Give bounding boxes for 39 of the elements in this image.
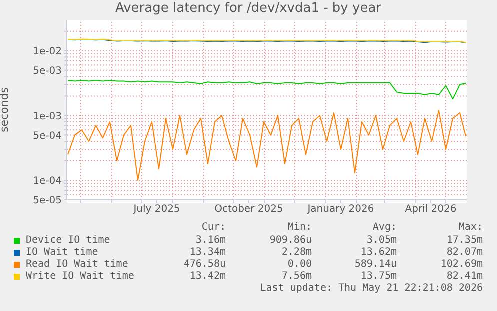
x-tick-label: April 2026 bbox=[405, 204, 457, 216]
y-tick-label: 5e-05 bbox=[33, 196, 62, 207]
legend-label: Device IO time bbox=[26, 235, 110, 246]
text: 2.28m bbox=[282, 247, 312, 258]
text: 13.62m bbox=[360, 247, 397, 258]
text: 0.00 bbox=[288, 259, 312, 270]
text: 7.56m bbox=[282, 271, 312, 282]
chart-title: Average latency for /dev/xvda1 - by year bbox=[114, 1, 383, 16]
text: 13.42m bbox=[190, 271, 226, 282]
x-tick-label: July 2025 bbox=[132, 204, 180, 216]
text: Max: bbox=[458, 222, 483, 233]
text: 909.86u bbox=[270, 235, 312, 246]
text: Avg: bbox=[372, 222, 397, 233]
text: 102.69m bbox=[440, 259, 483, 270]
legend-label: IO Wait time bbox=[26, 247, 98, 258]
text: 13.34m bbox=[190, 247, 226, 258]
line-series bbox=[68, 80, 466, 100]
text: 17.35m bbox=[446, 235, 483, 246]
text: 589.14u bbox=[354, 259, 397, 270]
legend-label: Write IO Wait time bbox=[26, 271, 134, 282]
legend-label: Read IO Wait time bbox=[26, 259, 128, 270]
y-tick-label: 1e-02 bbox=[33, 46, 62, 58]
text: 13.75m bbox=[360, 271, 397, 282]
y-tick-label: 1e-04 bbox=[33, 176, 62, 188]
x-tick-label: January 2026 bbox=[306, 204, 374, 216]
y-axis-title: seconds bbox=[0, 87, 11, 132]
text: 3.05m bbox=[366, 235, 397, 246]
text: Last update: Thu May 21 22:21:08 2026 bbox=[260, 283, 483, 294]
text: Min: bbox=[288, 222, 312, 233]
text: 3.16m bbox=[196, 235, 226, 246]
text: 82.41m bbox=[446, 271, 483, 282]
y-tick-label: 5e-04 bbox=[33, 130, 62, 142]
x-tick-label: October 2025 bbox=[214, 204, 284, 216]
text: Cur: bbox=[202, 222, 226, 233]
text: 476.58u bbox=[184, 259, 226, 270]
y-tick-label: 5e-03 bbox=[33, 66, 62, 77]
y-tick-label: 1e-03 bbox=[33, 111, 62, 122]
text: 82.07m bbox=[446, 247, 483, 258]
line-series bbox=[68, 110, 466, 181]
